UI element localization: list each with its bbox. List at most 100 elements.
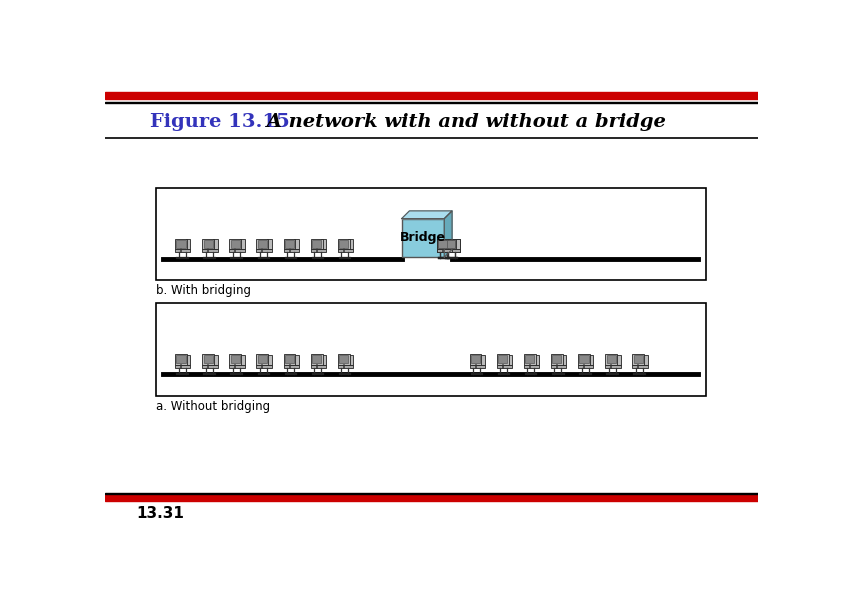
Bar (213, 240, 217, 249)
Bar (285, 355, 294, 363)
Bar (185, 355, 190, 365)
Bar (204, 240, 213, 247)
Bar (339, 240, 349, 247)
Bar (616, 355, 621, 365)
Bar (552, 355, 562, 363)
Bar (156, 303, 706, 396)
Bar (177, 240, 185, 247)
Bar (202, 238, 214, 249)
Bar (257, 249, 272, 253)
Bar (338, 238, 349, 249)
Bar (338, 365, 353, 368)
Bar (524, 354, 536, 365)
Bar (105, 92, 758, 100)
Bar (257, 238, 269, 249)
Bar (258, 240, 267, 247)
Bar (470, 365, 485, 368)
Bar (311, 249, 326, 253)
Bar (445, 240, 455, 247)
Bar (105, 101, 758, 103)
Bar (284, 249, 299, 253)
Text: A network with and without a bridge: A network with and without a bridge (260, 113, 666, 131)
Bar (156, 188, 706, 280)
Bar (258, 355, 267, 363)
Polygon shape (445, 211, 452, 257)
Bar (445, 238, 456, 249)
Bar (321, 240, 326, 249)
Bar (471, 355, 480, 363)
Bar (240, 355, 245, 365)
Bar (240, 240, 245, 249)
Bar (349, 355, 353, 365)
Bar (339, 355, 349, 363)
Bar (589, 355, 594, 365)
Bar (480, 355, 485, 365)
Bar (438, 240, 447, 247)
Bar (175, 249, 190, 253)
Bar (445, 240, 455, 247)
Bar (497, 365, 512, 368)
Bar (507, 355, 512, 365)
Bar (284, 238, 296, 249)
Bar (175, 238, 187, 249)
Bar (257, 354, 269, 365)
Bar (267, 355, 272, 365)
Bar (231, 355, 240, 363)
Bar (445, 249, 460, 253)
Bar (284, 365, 299, 368)
Bar (312, 240, 321, 247)
Polygon shape (402, 211, 452, 219)
Bar (311, 354, 322, 365)
Bar (445, 238, 456, 249)
Bar (229, 249, 245, 253)
Bar (175, 354, 187, 365)
Bar (525, 355, 535, 363)
Bar (632, 354, 644, 365)
Bar (455, 240, 460, 249)
Bar (267, 240, 272, 249)
Bar (202, 249, 217, 253)
Bar (438, 240, 447, 247)
Bar (634, 355, 642, 363)
Bar (229, 238, 241, 249)
Bar (437, 249, 452, 253)
Bar (202, 365, 217, 368)
Bar (294, 240, 299, 249)
Text: a. Without bridging: a. Without bridging (156, 399, 269, 412)
Bar (349, 240, 353, 249)
Bar (338, 354, 349, 365)
Bar (455, 240, 460, 249)
Text: Figure 13.15: Figure 13.15 (150, 113, 290, 131)
Bar (535, 355, 539, 365)
Bar (605, 354, 617, 365)
Bar (551, 365, 567, 368)
Bar (437, 238, 449, 249)
Bar (311, 238, 322, 249)
Bar (257, 365, 272, 368)
Bar (437, 249, 452, 253)
Bar (204, 355, 213, 363)
Bar (498, 355, 507, 363)
Bar (285, 240, 294, 247)
Bar (437, 238, 449, 249)
Bar (185, 240, 190, 249)
Bar (105, 494, 758, 501)
Bar (213, 355, 217, 365)
Bar (311, 365, 326, 368)
Bar (551, 354, 562, 365)
Bar (447, 240, 452, 249)
Bar (338, 249, 353, 253)
Bar (642, 355, 647, 365)
Bar (578, 354, 590, 365)
Bar (579, 355, 589, 363)
Bar (445, 249, 460, 253)
Text: Bridge: Bridge (400, 231, 446, 244)
Bar (562, 355, 567, 365)
Bar (294, 355, 299, 365)
Bar (105, 493, 758, 494)
Bar (606, 355, 616, 363)
Bar (402, 219, 445, 257)
Bar (605, 365, 621, 368)
Bar (284, 354, 296, 365)
Bar (447, 240, 452, 249)
